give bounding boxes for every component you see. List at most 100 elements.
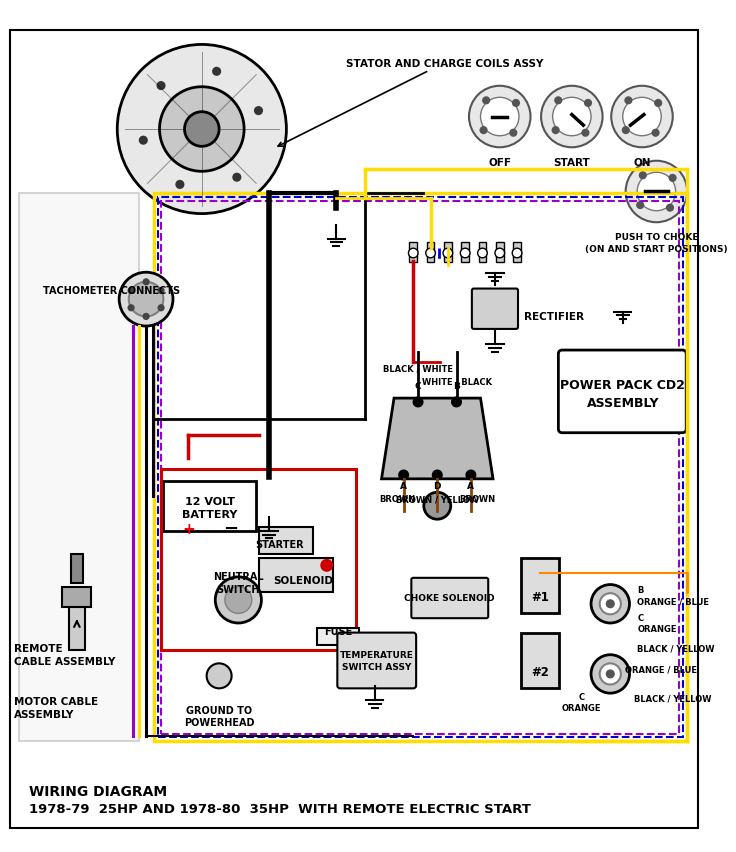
FancyBboxPatch shape [411, 579, 488, 619]
Circle shape [640, 173, 646, 180]
Bar [161, 202, 679, 734]
Circle shape [452, 398, 461, 407]
Circle shape [552, 128, 559, 135]
Bar [317, 628, 359, 645]
Circle shape [623, 98, 661, 136]
Circle shape [555, 98, 562, 105]
Text: +: + [182, 521, 195, 536]
Circle shape [460, 249, 470, 258]
Text: B: B [453, 382, 460, 391]
Text: B
ORANGE / BLUE: B ORANGE / BLUE [637, 585, 710, 606]
Circle shape [176, 181, 184, 189]
Text: C
ORANGE: C ORANGE [637, 613, 676, 633]
Text: C: C [415, 382, 422, 391]
Circle shape [321, 560, 333, 572]
Circle shape [652, 130, 659, 137]
Circle shape [213, 68, 221, 76]
Circle shape [600, 664, 621, 685]
Circle shape [158, 306, 164, 311]
Circle shape [495, 249, 505, 258]
Text: CHOKE SOLENOID: CHOKE SOLENOID [405, 594, 495, 602]
Text: A: A [400, 482, 407, 491]
Circle shape [215, 577, 261, 624]
Circle shape [424, 492, 450, 520]
Circle shape [591, 655, 629, 694]
Circle shape [582, 130, 589, 137]
Bar [69, 597, 85, 650]
Text: TEMPERATURE
SWITCH ASSY: TEMPERATURE SWITCH ASSY [340, 650, 414, 671]
Bar [496, 243, 503, 262]
Circle shape [584, 101, 592, 107]
Bar [154, 194, 687, 741]
Circle shape [139, 137, 147, 145]
Text: PUSH TO CHOKE
(ON AND START POSITIONS): PUSH TO CHOKE (ON AND START POSITIONS) [585, 233, 728, 253]
Bar [19, 194, 139, 741]
Bar [478, 243, 486, 262]
Circle shape [510, 130, 517, 137]
Circle shape [667, 205, 673, 212]
Text: BLACK / YELLOW: BLACK / YELLOW [637, 644, 715, 653]
Circle shape [233, 174, 241, 181]
Bar [409, 243, 417, 262]
Text: STATOR AND CHARGE COILS ASSY: STATOR AND CHARGE COILS ASSY [278, 59, 543, 147]
Circle shape [512, 101, 520, 107]
Text: START: START [553, 158, 590, 168]
FancyBboxPatch shape [559, 351, 686, 433]
Circle shape [408, 249, 418, 258]
Circle shape [625, 98, 631, 105]
Circle shape [637, 203, 643, 210]
Circle shape [466, 470, 475, 481]
Circle shape [158, 288, 164, 294]
Circle shape [623, 128, 629, 135]
Bar [63, 588, 91, 607]
Text: #2: #2 [531, 665, 549, 677]
Text: FUSE: FUSE [324, 626, 353, 636]
Text: ON: ON [633, 158, 651, 168]
Circle shape [611, 87, 673, 148]
Text: POWER PACK CD2
ASSEMBLY: POWER PACK CD2 ASSEMBLY [560, 378, 685, 409]
Circle shape [541, 87, 603, 148]
Bar [513, 243, 521, 262]
Circle shape [478, 249, 487, 258]
Text: −: − [223, 519, 238, 537]
Circle shape [483, 98, 489, 105]
Text: BLACK / YELLOW: BLACK / YELLOW [634, 694, 712, 703]
Circle shape [606, 600, 614, 608]
Circle shape [128, 288, 134, 294]
Circle shape [158, 83, 165, 90]
Bar [461, 243, 469, 262]
Bar [161, 469, 355, 650]
Text: BROWN: BROWN [379, 495, 415, 504]
Bar [521, 558, 559, 613]
Circle shape [626, 162, 687, 223]
Circle shape [207, 664, 232, 688]
Text: #1: #1 [531, 590, 549, 603]
Text: BLACK / WHITE: BLACK / WHITE [383, 364, 453, 373]
Circle shape [591, 584, 629, 624]
Text: STARTER: STARTER [255, 540, 304, 550]
Text: SOLENOID: SOLENOID [274, 575, 333, 585]
Circle shape [144, 279, 149, 285]
Bar [260, 558, 333, 592]
Bar [444, 243, 452, 262]
Bar [158, 198, 683, 738]
Text: TACHOMETER CONNECTS: TACHOMETER CONNECTS [43, 285, 180, 295]
Circle shape [144, 314, 149, 320]
Circle shape [481, 98, 519, 136]
Text: GROUND TO
POWERHEAD: GROUND TO POWERHEAD [184, 705, 255, 728]
Circle shape [129, 283, 163, 317]
Bar [521, 633, 559, 688]
Text: BROWN: BROWN [459, 495, 496, 504]
Bar [427, 243, 434, 262]
FancyBboxPatch shape [337, 633, 416, 688]
Circle shape [160, 88, 244, 172]
Circle shape [637, 173, 676, 211]
Circle shape [185, 112, 219, 147]
Bar [260, 527, 314, 554]
FancyBboxPatch shape [472, 289, 518, 330]
Circle shape [553, 98, 591, 136]
Text: MOTOR CABLE
ASSEMBLY: MOTOR CABLE ASSEMBLY [15, 696, 99, 719]
Circle shape [425, 249, 436, 258]
Circle shape [413, 398, 423, 407]
Circle shape [480, 128, 487, 135]
